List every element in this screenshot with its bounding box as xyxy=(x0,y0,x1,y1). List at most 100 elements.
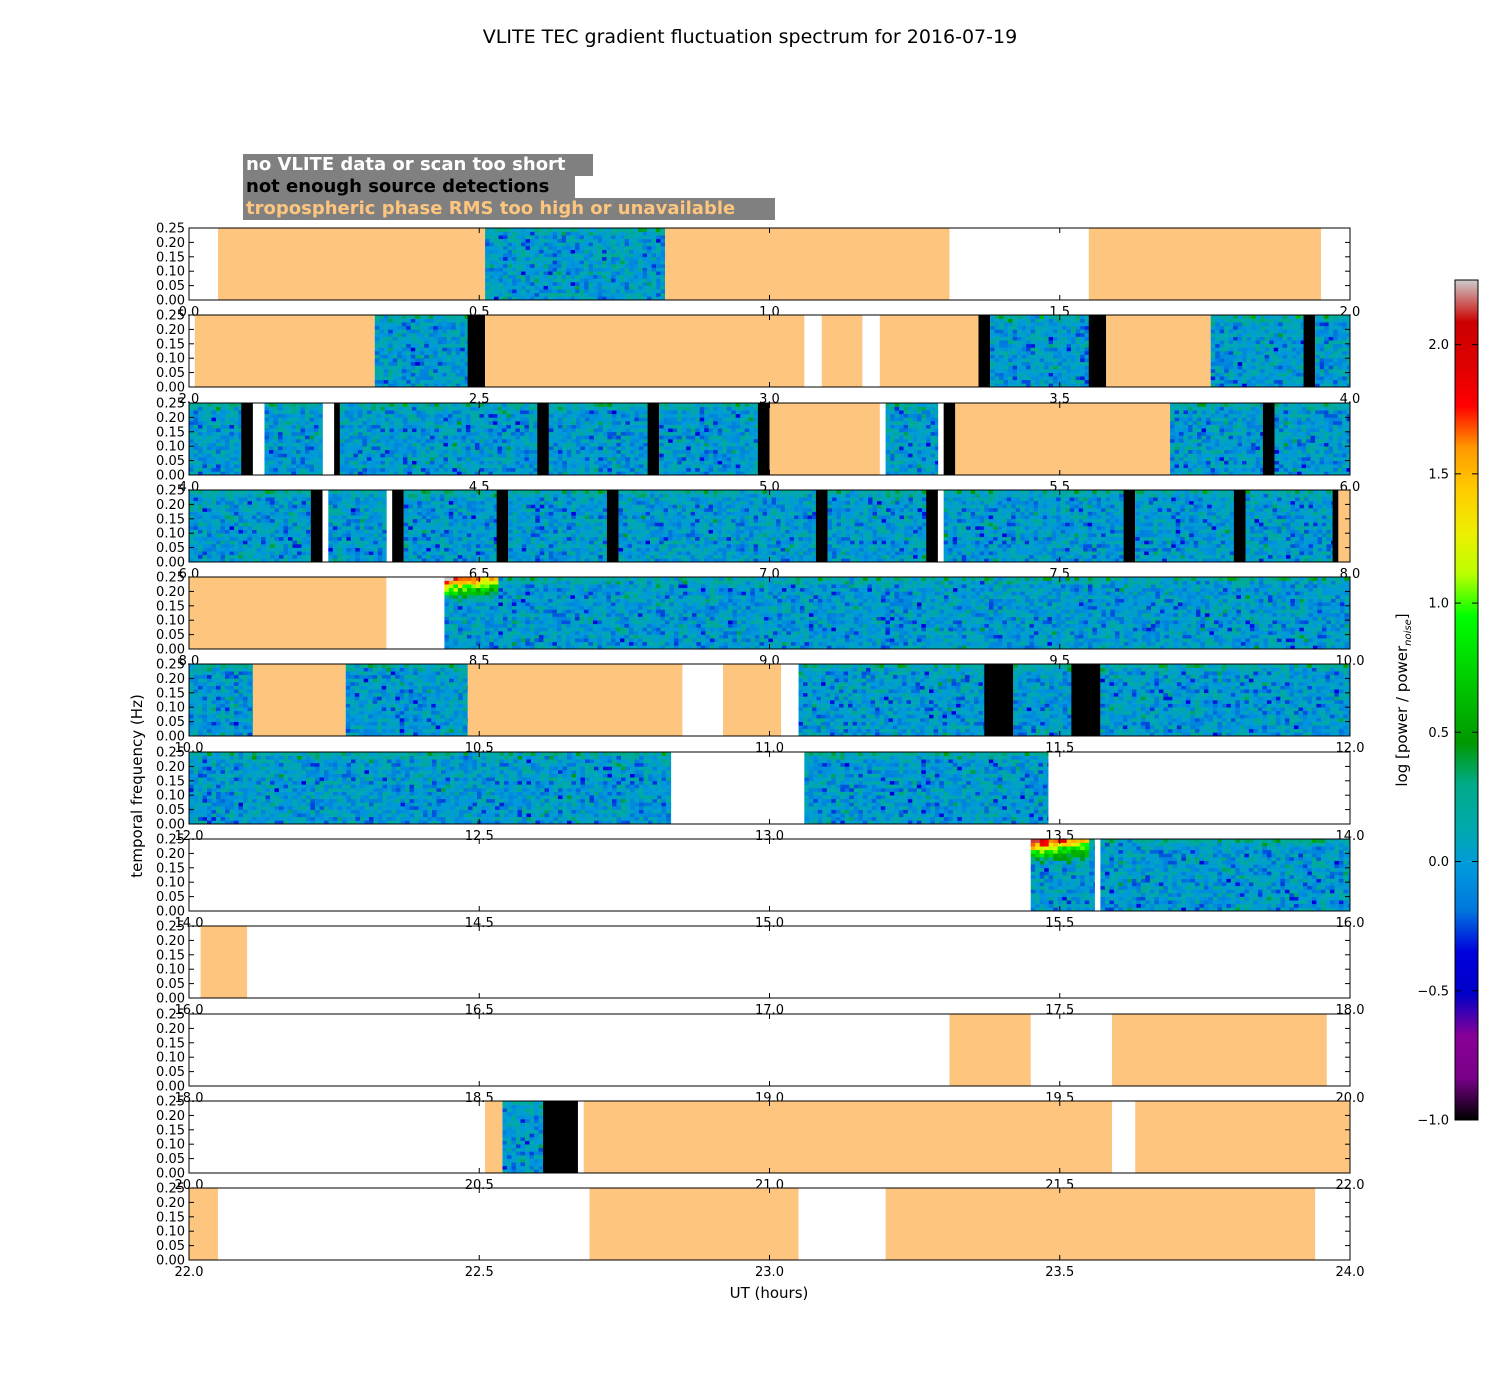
y-tick-label: 0.10 xyxy=(156,265,185,280)
segment-black xyxy=(606,490,619,562)
segment-black xyxy=(984,664,1014,736)
x-tick-label: 14.5 xyxy=(465,916,494,931)
segment-black xyxy=(334,403,340,475)
segment-black xyxy=(1088,315,1107,387)
y-tick-label: 0.10 xyxy=(156,1225,185,1240)
y-tick-label: 0.25 xyxy=(156,658,185,673)
segment-orange xyxy=(189,1188,219,1260)
segment-black xyxy=(815,490,828,562)
segment-black xyxy=(310,490,323,562)
legend-box xyxy=(243,154,593,176)
y-tick-label: 0.05 xyxy=(156,803,185,818)
spectrum-segment xyxy=(1315,315,1350,387)
segment-orange xyxy=(485,1101,503,1173)
y-tick-label: 0.00 xyxy=(156,643,185,658)
y-tick-label: 0.15 xyxy=(156,1123,185,1138)
segment-orange xyxy=(1088,228,1321,300)
y-tick-label: 0.20 xyxy=(156,934,185,949)
x-tick-label: 22.5 xyxy=(465,1265,494,1280)
spectrum-segment xyxy=(548,403,648,475)
spectrum-segment xyxy=(990,315,1090,387)
spectrum-segment xyxy=(659,403,759,475)
spectrum-segment xyxy=(1274,403,1350,475)
segment-black xyxy=(943,403,956,475)
y-tick-label: 0.10 xyxy=(156,789,185,804)
x-tick-label: 12.0 xyxy=(175,829,204,844)
segment-orange xyxy=(467,664,683,736)
y-axis-label: temporal frequency (Hz) xyxy=(128,694,146,878)
y-tick-label: 0.10 xyxy=(156,876,185,891)
spectrum-segment xyxy=(502,1101,544,1173)
y-tick-label: 0.20 xyxy=(156,1196,185,1211)
spectrum-segment xyxy=(189,752,672,824)
colorbar-tick-label: −0.5 xyxy=(1417,984,1449,999)
colorbar-tick-label: 1.5 xyxy=(1428,467,1449,482)
spectrum-segment xyxy=(1100,664,1350,736)
y-tick-label: 0.20 xyxy=(156,847,185,862)
y-tick-label: 0.25 xyxy=(156,309,185,324)
spectrum-segment xyxy=(403,490,497,562)
segment-orange xyxy=(200,926,248,998)
x-tick-label: 20.5 xyxy=(465,1178,494,1193)
segment-orange xyxy=(1111,1014,1327,1086)
segment-orange xyxy=(189,577,387,649)
spectrum-segment xyxy=(189,664,254,736)
y-tick-label: 0.25 xyxy=(156,746,185,761)
y-tick-label: 0.00 xyxy=(156,381,185,396)
y-tick-label: 0.20 xyxy=(156,1109,185,1124)
y-tick-label: 0.05 xyxy=(156,366,185,381)
y-tick-label: 0.25 xyxy=(156,1008,185,1023)
colorbar-tick-label: 0.5 xyxy=(1428,726,1449,741)
spectrum-segment xyxy=(444,577,1350,649)
y-tick-label: 0.25 xyxy=(156,1182,185,1197)
legend-entry: no VLITE data or scan too short xyxy=(246,154,566,175)
y-tick-label: 0.20 xyxy=(156,323,185,338)
segment-orange xyxy=(218,228,486,300)
y-tick-label: 0.05 xyxy=(156,454,185,469)
colorbar-tick-label: 2.0 xyxy=(1428,338,1449,353)
segment-black xyxy=(467,315,486,387)
panel-4: 0.000.050.100.150.200.256.0 6.5 7.0 7.5 8.0 xyxy=(156,484,1360,583)
y-tick-label: 0.15 xyxy=(156,425,185,440)
y-tick-label: 0.05 xyxy=(156,541,185,556)
legend-entry: tropospheric phase RMS too high or unava… xyxy=(246,198,735,219)
y-tick-label: 0.15 xyxy=(156,686,185,701)
y-tick-label: 0.00 xyxy=(156,1080,185,1095)
x-tick-label: 18.0 xyxy=(175,1091,204,1106)
segment-orange xyxy=(1338,490,1350,562)
colorbar-gradient xyxy=(1454,279,1479,1121)
legend-box xyxy=(243,198,775,220)
panel-1: 0.000.050.100.150.200.250.0 0.5 1.0 1.5 2.0 xyxy=(156,222,1360,321)
colorbar-tick-label: 1.0 xyxy=(1428,597,1449,612)
x-tick-label: 15.0 xyxy=(755,916,784,931)
spectrum-segment xyxy=(328,490,387,562)
segment-orange xyxy=(885,1188,1316,1260)
segment-orange xyxy=(194,315,375,387)
x-tick-label: 22.0 xyxy=(1336,1178,1365,1193)
segment-black xyxy=(757,403,770,475)
legend-box xyxy=(243,176,575,198)
y-tick-label: 0.10 xyxy=(156,701,185,716)
y-tick-label: 0.20 xyxy=(156,1022,185,1037)
x-tick-label: 16.0 xyxy=(1336,916,1365,931)
y-tick-label: 0.15 xyxy=(156,948,185,963)
segment-orange xyxy=(252,664,346,736)
spectrum-segment xyxy=(339,403,538,475)
segment-black xyxy=(543,1101,578,1173)
panel-12: 0.000.050.100.150.200.25 22.0 22.5 23.0 23.5… xyxy=(156,1182,1364,1281)
spectrum-segment xyxy=(1030,839,1095,911)
y-tick-label: 0.05 xyxy=(156,890,185,905)
panel-5: 0.000.050.100.150.200.258.0 8.5 9.0 9.5 10.0 xyxy=(156,571,1364,670)
y-tick-label: 0.25 xyxy=(156,222,185,237)
spectrum-segment xyxy=(189,490,312,562)
segment-black xyxy=(1071,664,1101,736)
spectrum-segment xyxy=(804,752,1049,824)
panel-2: 0.000.050.100.150.200.252.0 2.5 3.0 3.5 4.0 xyxy=(156,309,1360,408)
y-tick-label: 0.20 xyxy=(156,672,185,687)
y-tick-label: 0.00 xyxy=(156,905,185,920)
spectrum-segment xyxy=(264,403,323,475)
